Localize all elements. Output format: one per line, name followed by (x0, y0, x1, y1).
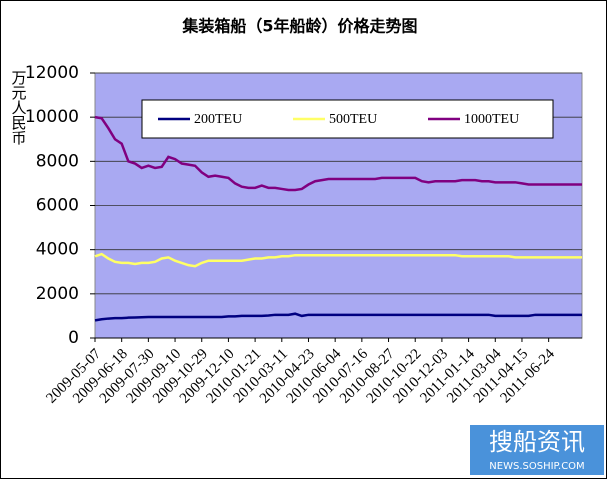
watermark-url: NEWS.SOSHIP.COM (489, 461, 584, 472)
legend-label: 500TEU (329, 112, 377, 127)
watermark-bg (470, 425, 604, 475)
series-line (94, 252, 582, 268)
chart-title: 集装箱船（5年船龄）价格走势图 (181, 17, 417, 36)
y-tick-label: 6000 (36, 196, 79, 216)
y-axis-label: 万元人民币 (10, 70, 28, 145)
y-tick-label: 0 (68, 328, 79, 348)
legend (141, 99, 554, 139)
legend-label: 1000TEU (464, 112, 519, 127)
legend-label: 200TEU (194, 112, 242, 127)
y-tick-label: 10000 (25, 107, 79, 127)
y-tick-label: 2000 (36, 284, 79, 304)
y-tick-label: 8000 (36, 151, 79, 171)
series-line (94, 312, 582, 322)
watermark: 搜船资讯 (489, 428, 585, 456)
series-line (94, 115, 582, 192)
y-tick-label: 4000 (36, 240, 79, 260)
y-tick-label: 12000 (25, 63, 79, 83)
